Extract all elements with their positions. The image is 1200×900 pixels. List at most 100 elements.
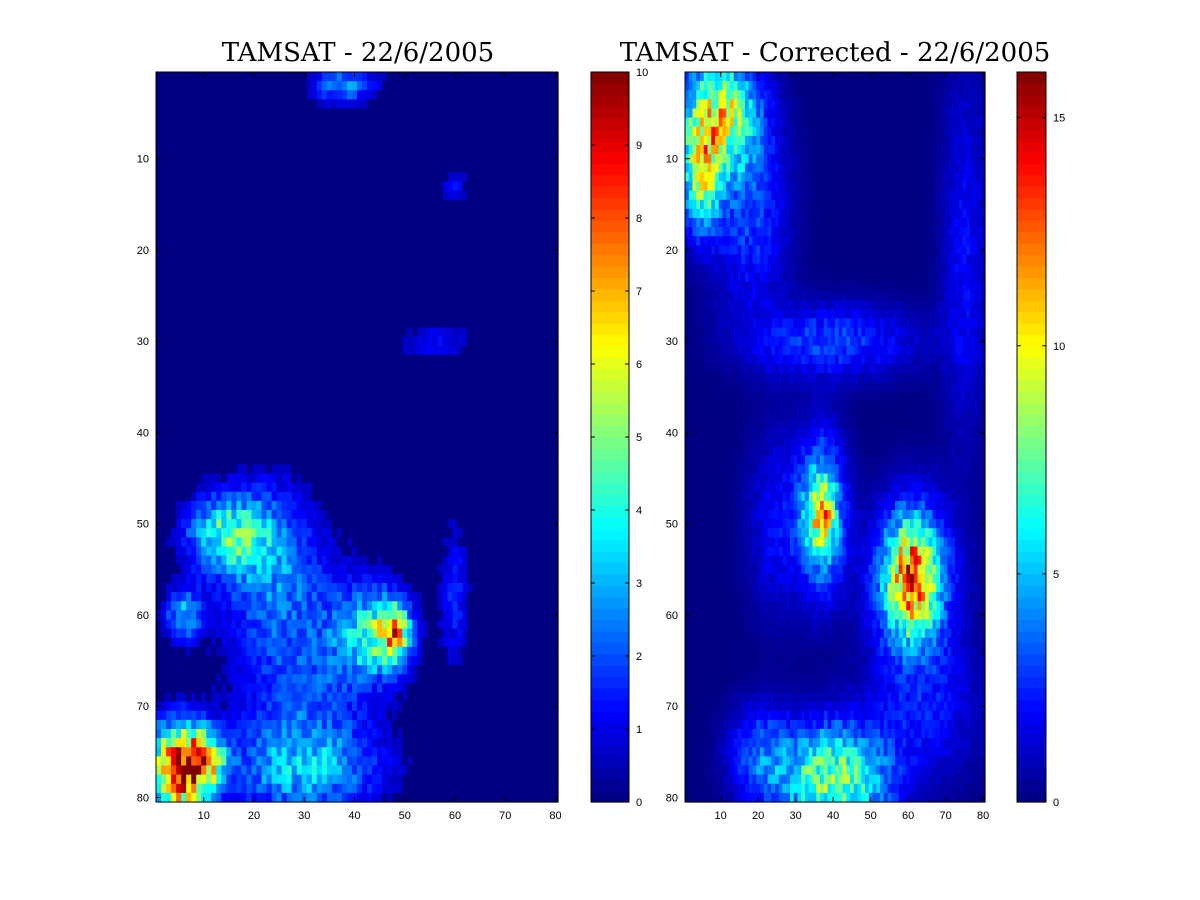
heatmap-cell	[427, 135, 433, 146]
heatmap-cell	[372, 400, 378, 411]
heatmap-cell	[367, 300, 373, 310]
heatmap-cell	[482, 117, 489, 128]
heatmap-cell	[437, 135, 444, 146]
heatmap-cell	[437, 382, 444, 392]
heatmap-cell	[407, 345, 413, 356]
heatmap-cell	[171, 500, 177, 511]
heatmap-cell	[276, 409, 283, 420]
heatmap-cell	[522, 263, 529, 274]
heatmap-cell	[291, 382, 298, 392]
heatmap-cell	[211, 145, 217, 155]
heatmap-cell	[387, 418, 393, 429]
heatmap-cell	[326, 272, 333, 283]
heatmap-cell	[497, 592, 504, 602]
heatmap-cell	[346, 409, 353, 420]
heatmap-cell	[427, 281, 433, 292]
heatmap-cell	[211, 464, 217, 475]
heatmap-cell	[341, 464, 348, 475]
heatmap-cell	[512, 400, 519, 411]
heatmap-cell	[311, 263, 318, 274]
heatmap-cell	[502, 573, 509, 584]
heatmap-cell	[497, 327, 504, 338]
heatmap-cell	[407, 218, 413, 228]
heatmap-cell	[407, 190, 413, 201]
heatmap-cell	[487, 163, 494, 173]
heatmap-cell	[407, 455, 413, 465]
heatmap-cell	[377, 291, 383, 301]
heatmap-cell	[221, 364, 227, 374]
heatmap-cell	[171, 592, 177, 602]
heatmap-cell	[402, 564, 408, 575]
heatmap-cell	[372, 446, 378, 456]
heatmap-cell	[537, 464, 544, 475]
heatmap-cell	[306, 345, 313, 356]
heatmap-cell	[462, 336, 469, 347]
heatmap-cell	[462, 537, 469, 548]
heatmap-cell	[241, 126, 248, 137]
heatmap-cell	[326, 391, 333, 402]
heatmap-cell	[472, 464, 479, 475]
heatmap-cell	[211, 181, 217, 192]
heatmap-cell	[286, 391, 293, 402]
heatmap-cell	[467, 500, 474, 511]
heatmap-cell	[487, 309, 494, 319]
heatmap-cell	[522, 446, 529, 456]
heatmap-cell	[452, 309, 459, 319]
heatmap-cell	[427, 72, 433, 82]
heatmap-cell	[191, 418, 197, 429]
heatmap-cell	[191, 117, 197, 128]
heatmap-cell	[517, 519, 524, 529]
heatmap-cell	[432, 473, 439, 484]
heatmap-cell	[206, 418, 212, 429]
heatmap-cell	[191, 573, 197, 584]
heatmap-cell	[271, 573, 278, 584]
heatmap-cell	[422, 510, 428, 520]
heatmap-cell	[326, 291, 333, 301]
heatmap-cell	[346, 163, 353, 173]
heatmap-cell	[201, 364, 207, 374]
heatmap-cell	[231, 391, 238, 402]
heatmap-cell	[357, 619, 363, 630]
heatmap-cell	[161, 583, 167, 593]
heatmap-cell	[472, 446, 479, 456]
heatmap-cell	[326, 354, 333, 365]
heatmap-cell	[221, 564, 227, 575]
heatmap-cell	[522, 409, 529, 420]
heatmap-cell	[341, 364, 348, 374]
heatmap-cell	[412, 245, 418, 256]
heatmap-cell	[181, 637, 187, 648]
heatmap-cell	[276, 500, 283, 511]
heatmap-cell	[326, 154, 333, 164]
heatmap-cell	[432, 354, 439, 365]
heatmap-cell	[492, 601, 499, 611]
heatmap-cell	[196, 263, 202, 274]
heatmap-cell	[537, 583, 544, 593]
heatmap-cell	[457, 400, 464, 411]
heatmap-cell	[512, 199, 519, 210]
heatmap-cell	[296, 427, 303, 438]
heatmap-cell	[336, 573, 343, 584]
heatmap-cell	[492, 473, 499, 484]
heatmap-cell	[357, 510, 363, 520]
heatmap-cell	[256, 619, 263, 630]
heatmap-cell	[296, 199, 303, 210]
heatmap-cell	[397, 491, 403, 502]
heatmap-cell	[186, 309, 192, 319]
heatmap-cell	[472, 291, 479, 301]
heatmap-cell	[291, 281, 298, 292]
heatmap-cell	[171, 354, 177, 365]
heatmap-cell	[251, 373, 258, 383]
heatmap-cell	[336, 163, 343, 173]
heatmap-cell	[201, 117, 207, 128]
heatmap-cell	[351, 90, 358, 100]
heatmap-cell	[522, 455, 529, 465]
heatmap-cell	[472, 318, 479, 329]
heatmap-cell	[301, 300, 308, 310]
heatmap-cell	[261, 135, 268, 146]
heatmap-cell	[231, 528, 238, 538]
heatmap-cell	[407, 327, 413, 338]
heatmap-cell	[286, 500, 293, 511]
heatmap-cell	[231, 154, 238, 164]
heatmap-cell	[382, 345, 388, 356]
heatmap-cell	[447, 619, 454, 630]
